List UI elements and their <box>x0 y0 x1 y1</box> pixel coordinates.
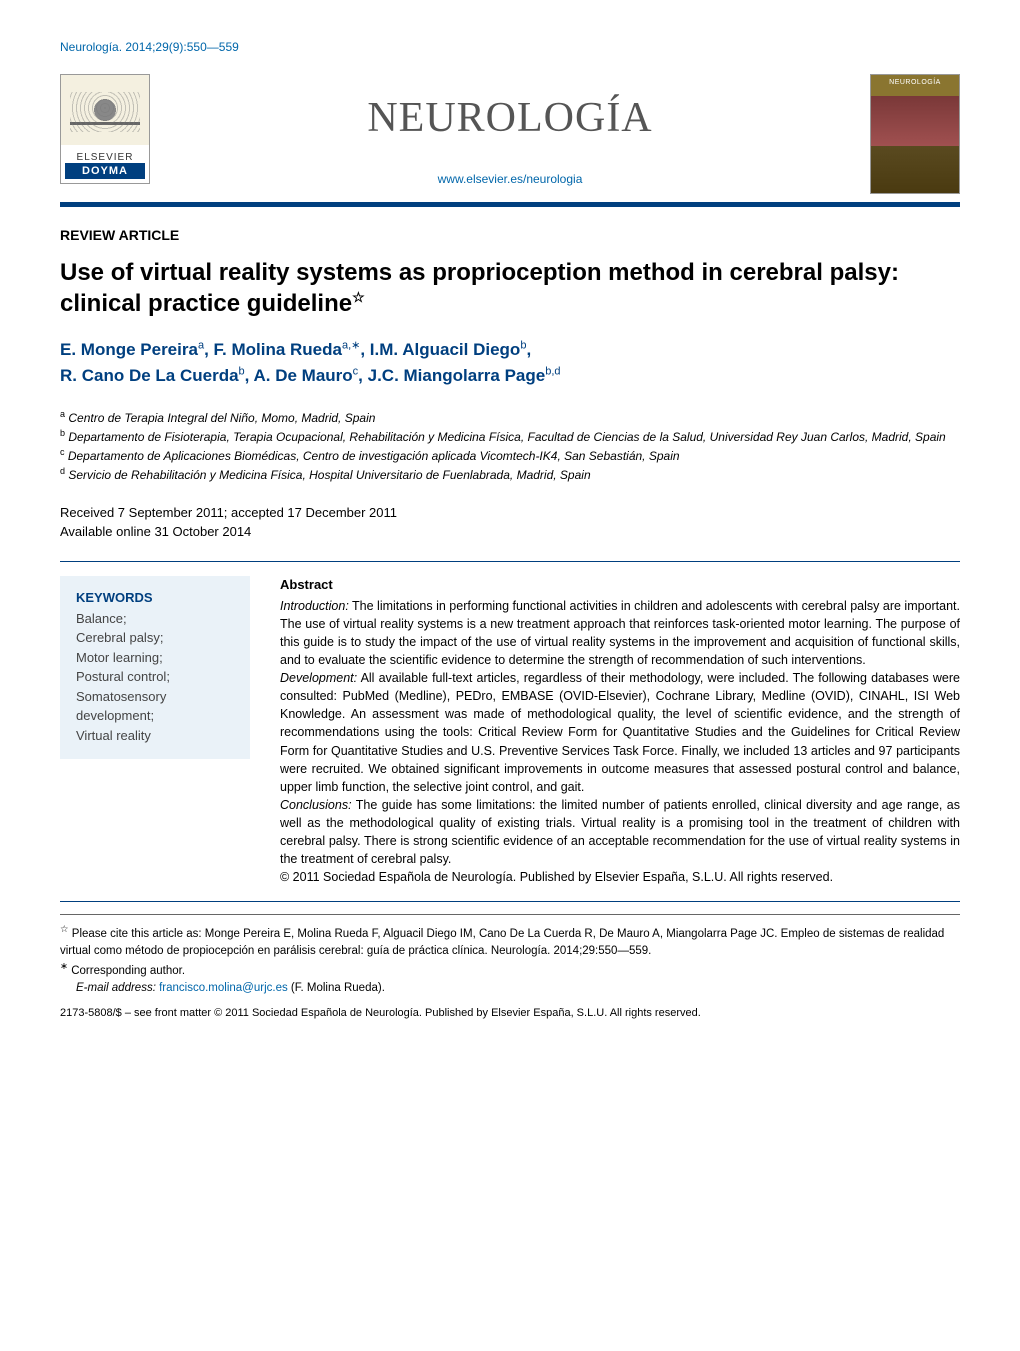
author-5: , A. De Mauro <box>245 366 353 385</box>
keywords-column: KEYWORDS Balance; Cerebral palsy; Motor … <box>60 576 250 760</box>
keyword-item: Balance; <box>76 609 234 629</box>
abstract-development: Development: All available full-text art… <box>280 669 960 796</box>
email-footnote: E-mail address: francisco.molina@urjc.es… <box>60 980 960 997</box>
affiliation-c: c Departamento de Aplicaciones Biomédica… <box>60 446 960 465</box>
keyword-item: Somatosensory development; <box>76 687 234 726</box>
received-accepted-date: Received 7 September 2011; accepted 17 D… <box>60 504 960 522</box>
author-2-affil: a,∗ <box>342 340 360 352</box>
keyword-item: Postural control; <box>76 667 234 687</box>
affiliation-d: d Servicio de Rehabilitación y Medicina … <box>60 465 960 484</box>
keywords-heading: KEYWORDS <box>76 590 234 605</box>
article-title-text: Use of virtual reality systems as propri… <box>60 259 899 317</box>
publisher-logo: ELSEVIER DOYMA <box>60 74 150 184</box>
cite-as-footnote: ☆ Please cite this article as: Monge Per… <box>60 923 960 960</box>
keyword-item: Motor learning; <box>76 648 234 668</box>
publisher-name-2: DOYMA <box>65 163 145 179</box>
keyword-item: Virtual reality <box>76 726 234 746</box>
author-1: E. Monge Pereira <box>60 340 198 359</box>
journal-url-link[interactable]: www.elsevier.es/neurologia <box>438 172 583 186</box>
article-title: Use of virtual reality systems as propri… <box>60 257 960 319</box>
title-footnote-marker: ☆ <box>352 289 365 305</box>
abstract-heading: Abstract <box>280 576 960 595</box>
footnotes-block: ☆ Please cite this article as: Monge Per… <box>60 914 960 998</box>
corresponding-marker: ∗ <box>60 961 68 972</box>
header-rule <box>60 202 960 207</box>
affiliation-b: b Departamento de Fisioterapia, Terapia … <box>60 427 960 446</box>
journal-cover-thumbnail <box>870 74 960 194</box>
journal-title-block: NEUROLOGÍA www.elsevier.es/neurologia <box>150 74 870 188</box>
abstract-column: Abstract Introduction: The limitations i… <box>280 562 960 901</box>
keyword-item: Cerebral palsy; <box>76 628 234 648</box>
available-online-date: Available online 31 October 2014 <box>60 523 960 541</box>
journal-title: NEUROLOGÍA <box>150 94 870 142</box>
email-author: (F. Molina Rueda). <box>288 982 385 994</box>
abstract-conclusions: Conclusions: The guide has some limitati… <box>280 796 960 869</box>
author-4: R. Cano De La Cuerda <box>60 366 239 385</box>
email-label: E-mail address: <box>76 982 159 994</box>
introduction-label: Introduction: <box>280 599 349 613</box>
author-6: , J.C. Miangolarra Page <box>358 366 545 385</box>
abstract-container: KEYWORDS Balance; Cerebral palsy; Motor … <box>60 561 960 902</box>
header-banner: ELSEVIER DOYMA NEUROLOGÍA www.elsevier.e… <box>60 74 960 194</box>
conclusions-label: Conclusions: <box>280 798 352 812</box>
elsevier-tree-icon <box>70 92 140 152</box>
abstract-introduction: Introduction: The limitations in perform… <box>280 597 960 670</box>
abstract-copyright: © 2011 Sociedad Española de Neurología. … <box>280 868 960 886</box>
author-6-affil: b,d <box>545 365 560 377</box>
email-link[interactable]: francisco.molina@urjc.es <box>159 982 288 994</box>
dates-block: Received 7 September 2011; accepted 17 D… <box>60 504 960 540</box>
issn-copyright-line: 2173-5808/$ – see front matter © 2011 So… <box>60 1007 960 1019</box>
development-label: Development: <box>280 671 357 685</box>
citation-header: Neurología. 2014;29(9):550—559 <box>60 40 960 54</box>
affiliation-a: a Centro de Terapia Integral del Niño, M… <box>60 408 960 427</box>
author-2: , F. Molina Rueda <box>204 340 342 359</box>
keywords-list: Balance; Cerebral palsy; Motor learning;… <box>76 609 234 746</box>
article-type: REVIEW ARTICLE <box>60 227 960 243</box>
cite-marker: ☆ <box>60 924 69 935</box>
publisher-name-1: ELSEVIER <box>77 152 134 163</box>
corresponding-author-footnote: ∗ Corresponding author. <box>60 960 960 980</box>
authors-block: E. Monge Pereiraa, F. Molina Ruedaa,∗, I… <box>60 337 960 388</box>
affiliations-block: a Centro de Terapia Integral del Niño, M… <box>60 408 960 484</box>
author-3: , I.M. Alguacil Diego <box>360 340 520 359</box>
